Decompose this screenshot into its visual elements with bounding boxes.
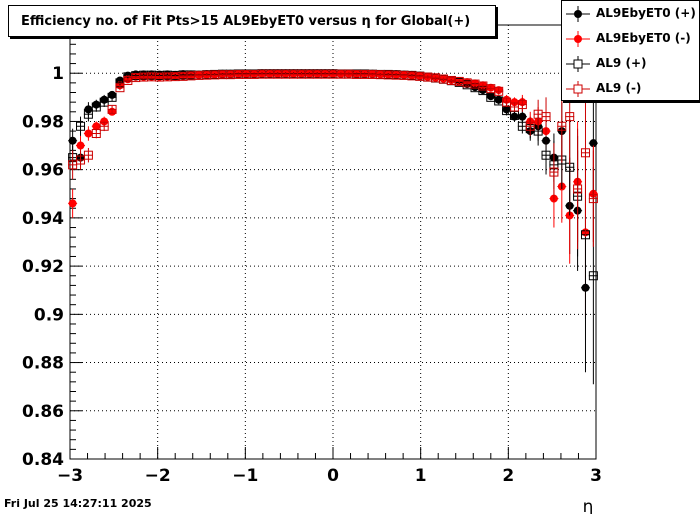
x-tick-label: −3 bbox=[57, 466, 83, 486]
data-point-al9 bbox=[91, 102, 101, 112]
data-point-al9ebyet0 bbox=[589, 139, 598, 148]
data-point-al9 bbox=[557, 121, 567, 131]
data-point-al9ebyet0 bbox=[68, 199, 77, 208]
x-tick-label: 1 bbox=[415, 466, 427, 486]
data-point-al9 bbox=[517, 100, 527, 110]
data-point-al9 bbox=[99, 121, 109, 131]
data-point-al9 bbox=[68, 160, 78, 170]
y-tick-label: 0.92 bbox=[22, 257, 64, 277]
legend-label: AL9 (-) bbox=[596, 81, 642, 95]
legend-item-al9ebyet0-plus: AL9EbyET0 (+) bbox=[562, 2, 699, 26]
data-point-al9 bbox=[83, 150, 93, 160]
legend-marker-filled-circle-black bbox=[566, 6, 590, 22]
data-point-al9ebyet0 bbox=[518, 112, 527, 121]
y-tick-label: 0.84 bbox=[22, 450, 64, 470]
x-tick-label: 3 bbox=[590, 466, 602, 486]
data-point-al9 bbox=[83, 109, 93, 119]
data-point-al9 bbox=[541, 112, 551, 122]
y-tick-label: 0.9 bbox=[34, 305, 64, 325]
legend-marker-open-square-red bbox=[566, 81, 590, 97]
data-point-al9 bbox=[494, 86, 504, 96]
chart-title-box: Efficiency no. of Fit Pts>15 AL9EbyET0 v… bbox=[8, 5, 496, 37]
data-point-al9ebyet0 bbox=[68, 136, 77, 145]
legend: AL9EbyET0 (+) AL9EbyET0 (-) AL9 (+) AL9 … bbox=[561, 0, 700, 101]
y-tick-label: 1 bbox=[52, 64, 64, 84]
data-point-al9 bbox=[99, 97, 109, 107]
y-tick-label: 0.94 bbox=[22, 209, 64, 229]
data-point-al9ebyet0 bbox=[84, 129, 93, 138]
data-point-al9 bbox=[541, 150, 551, 160]
data-point-al9 bbox=[549, 167, 559, 177]
x-tick-label: 2 bbox=[502, 466, 514, 486]
data-point-al9 bbox=[573, 184, 583, 194]
timestamp-footer: Fri Jul 25 14:27:11 2025 bbox=[4, 497, 152, 510]
x-tick-label: −2 bbox=[145, 466, 171, 486]
legend-label: AL9EbyET0 (-) bbox=[596, 31, 691, 45]
legend-item-al9-plus: AL9 (+) bbox=[562, 52, 699, 76]
data-point-al9 bbox=[107, 104, 117, 114]
data-point-al9 bbox=[588, 194, 598, 204]
legend-label: AL9EbyET0 (+) bbox=[596, 6, 696, 20]
y-tick-label: 0.98 bbox=[22, 112, 64, 132]
legend-marker-filled-circle-red bbox=[566, 31, 590, 47]
legend-item-al9ebyet0-minus: AL9EbyET0 (-) bbox=[562, 27, 699, 51]
x-axis-label: η bbox=[583, 497, 594, 514]
data-point-al9 bbox=[76, 155, 86, 165]
data-point-al9 bbox=[91, 129, 101, 138]
data-point-al9 bbox=[107, 92, 117, 102]
x-tick-label: −1 bbox=[232, 466, 258, 486]
y-tick-label: 0.88 bbox=[22, 354, 64, 374]
legend-marker-open-square-black bbox=[566, 56, 590, 72]
data-point-al9 bbox=[502, 97, 512, 107]
data-point-al9 bbox=[525, 121, 535, 131]
data-point-al9ebyet0 bbox=[92, 122, 101, 131]
legend-item-al9-minus: AL9 (-) bbox=[562, 77, 699, 101]
data-point-al9 bbox=[565, 112, 575, 122]
data-point-al9 bbox=[580, 148, 590, 158]
data-point-al9 bbox=[588, 271, 598, 281]
x-tick-label: 0 bbox=[327, 466, 339, 486]
data-point-al9ebyet0 bbox=[76, 141, 85, 150]
data-point-al9 bbox=[115, 83, 125, 93]
data-point-al9 bbox=[76, 121, 86, 131]
y-tick-label: 0.96 bbox=[22, 161, 64, 181]
legend-label: AL9 (+) bbox=[596, 56, 647, 70]
chart-title: Efficiency no. of Fit Pts>15 AL9EbyET0 v… bbox=[21, 13, 471, 29]
y-tick-label: 0.86 bbox=[22, 402, 64, 422]
